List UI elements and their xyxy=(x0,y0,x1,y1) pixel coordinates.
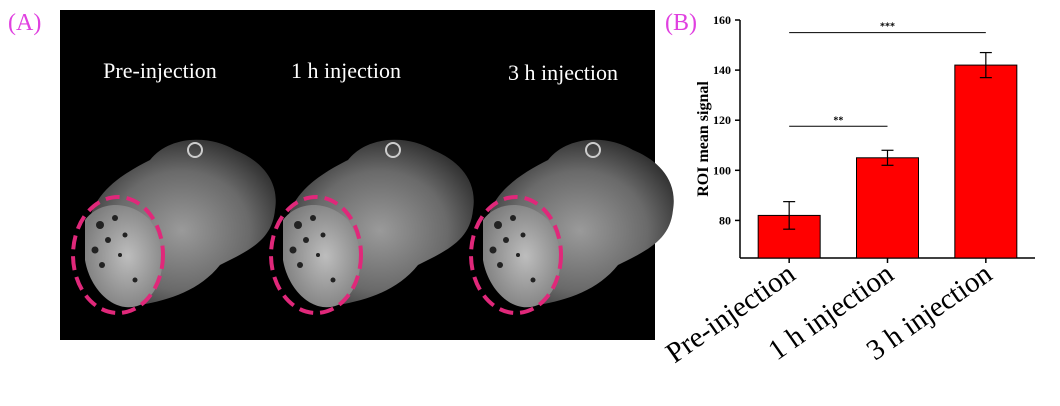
significance-label: ** xyxy=(833,115,843,126)
image-caption: Pre-injection xyxy=(103,58,217,83)
significance-label: *** xyxy=(880,22,895,33)
bar xyxy=(955,65,1017,258)
y-tick-label: 80 xyxy=(719,213,731,227)
y-tick-label: 160 xyxy=(713,13,731,27)
bar xyxy=(857,158,919,258)
y-tick-label: 100 xyxy=(713,163,731,177)
panel-label: (A) xyxy=(8,10,41,36)
figure: (A) Pre-injection 1 h injection 3 h inje… xyxy=(0,0,1060,406)
image-caption: 3 h injection xyxy=(508,60,618,85)
y-tick-label: 120 xyxy=(713,113,731,127)
y-tick-label: 140 xyxy=(713,63,731,77)
image-caption: 1 h injection xyxy=(291,58,401,83)
y-axis-label: ROI mean signal xyxy=(695,81,712,197)
panel-label: (B) xyxy=(665,10,697,36)
